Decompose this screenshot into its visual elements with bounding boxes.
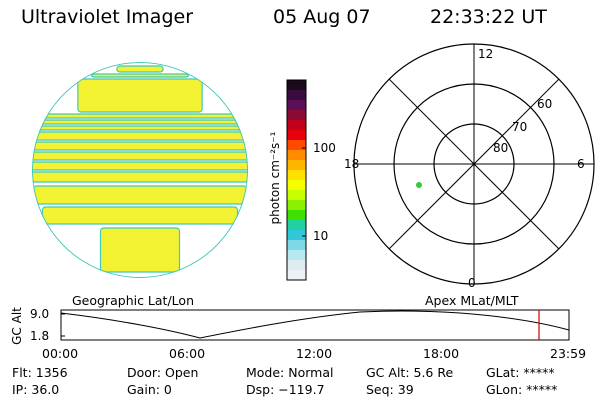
globe-outline [32, 62, 248, 278]
colorbar-segment [287, 150, 306, 161]
globe-band [90, 73, 190, 78]
dsp-label: Dsp: −119.7 [246, 382, 325, 397]
colorbar-segment [287, 110, 306, 121]
globe-band [99, 227, 181, 273]
glat-label: GLat: ***** [486, 365, 555, 380]
alt-xtick-2359: 23:59 [550, 346, 587, 361]
alt-ytick-9: 9.0 [30, 307, 50, 321]
lat-label-80: 80 [493, 141, 509, 155]
polar-data-point [416, 182, 422, 188]
colorbar-segment [287, 230, 306, 241]
glon-label: GLon: ***** [486, 382, 558, 397]
globe-band [77, 78, 203, 113]
globe-band [116, 65, 164, 73]
colorbar-segment [287, 80, 306, 91]
seq-label: Seq: 39 [366, 382, 414, 397]
globe-band [32, 141, 248, 151]
alt-xtick-1800: 18:00 [423, 346, 460, 361]
colorbar-tick-100: 100 [313, 141, 336, 155]
ip-label: IP: 36.0 [12, 382, 60, 397]
colorbar-segment [287, 190, 306, 201]
mlt-label-18: 18 [344, 157, 360, 171]
colorbar-tick-10: 10 [313, 229, 329, 243]
door-label: Door: Open [127, 365, 199, 380]
colorbar-segment [287, 250, 306, 261]
globe-band [32, 171, 248, 183]
colorbar-segment [287, 270, 306, 281]
alt-xtick-0600: 06:00 [169, 346, 206, 361]
lat-label-70: 70 [512, 120, 528, 134]
alt-xtick-0000: 00:00 [42, 346, 79, 361]
colorbar-segment [287, 220, 306, 231]
colorbar-segment [287, 260, 306, 271]
colorbar-segment [287, 90, 306, 101]
gc-alt-label: GC Alt: 5.6 Re [366, 365, 454, 380]
instrument-title: Ultraviolet Imager [21, 6, 194, 28]
alt-xtick-1200: 12:00 [296, 346, 333, 361]
globe-band [32, 161, 248, 171]
apex-caption: Apex MLat/MLT [425, 293, 519, 308]
colorbar-segment [287, 210, 306, 221]
alt-ylabel: GC Alt [10, 307, 24, 345]
globe-band [32, 151, 248, 161]
colorbar-segment [287, 160, 306, 171]
colorbar-segment [287, 200, 306, 211]
colorbar-segment [287, 140, 306, 151]
flt-label: Flt: 1356 [12, 365, 68, 380]
colorbar-segment [287, 170, 306, 181]
alt-ytick-1-8: 1.8 [30, 329, 50, 343]
geographic-caption: Geographic Lat/Lon [72, 293, 194, 308]
time-label: 22:33:22 UT [430, 6, 547, 28]
mlt-label-6: 6 [577, 157, 585, 171]
colorbar-segment [287, 120, 306, 131]
mode-label: Mode: Normal [246, 365, 334, 380]
gain-label: Gain: 0 [127, 382, 172, 397]
colorbar-segment [287, 130, 306, 141]
colorbar-segment [287, 240, 306, 251]
mlt-label-12: 12 [478, 47, 494, 61]
date-label: 05 Aug 07 [273, 6, 371, 28]
lat-label-60: 60 [537, 97, 553, 111]
colorbar-segment [287, 100, 306, 111]
mlt-label-0: 0 [468, 276, 476, 290]
colorbar-segment [287, 180, 306, 191]
